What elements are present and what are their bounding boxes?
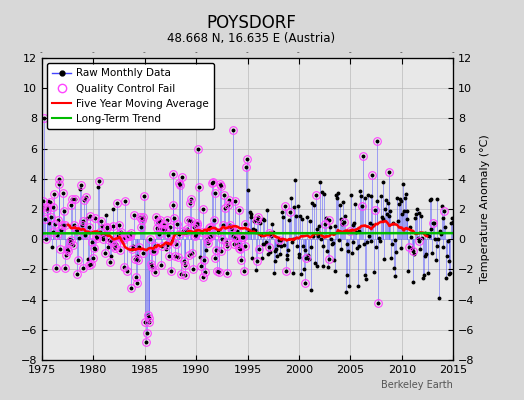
Text: Berkeley Earth: Berkeley Earth <box>381 380 453 390</box>
Legend: Raw Monthly Data, Quality Control Fail, Five Year Moving Average, Long-Term Tren: Raw Monthly Data, Quality Control Fail, … <box>47 63 214 129</box>
Text: 48.668 N, 16.635 E (Austria): 48.668 N, 16.635 E (Austria) <box>168 32 335 45</box>
Text: POYSDORF: POYSDORF <box>206 14 297 32</box>
Y-axis label: Temperature Anomaly (°C): Temperature Anomaly (°C) <box>480 135 490 283</box>
